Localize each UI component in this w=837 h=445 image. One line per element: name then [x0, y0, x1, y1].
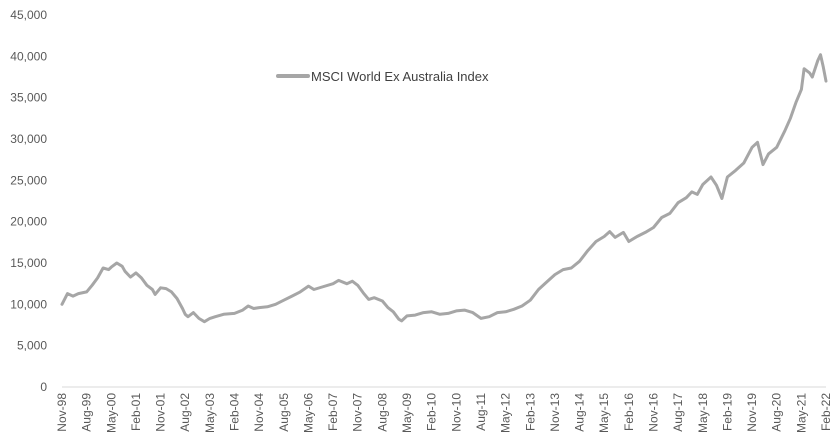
x-tick-label: Aug-17	[671, 393, 685, 432]
x-tick-label: May-00	[104, 393, 118, 433]
x-tick-label: Aug-05	[277, 393, 291, 432]
x-axis-ticks: Nov-98 Aug-99 May-00 Feb-01 Nov-01 Aug-02 May-…	[55, 393, 833, 433]
y-tick-label: 10,000	[10, 297, 47, 311]
x-tick-label: Feb-10	[425, 393, 439, 431]
y-tick-label: 0	[40, 380, 47, 394]
x-tick-label: Aug-20	[770, 393, 784, 432]
y-tick-label: 20,000	[10, 215, 47, 229]
legend: MSCI World Ex Australia Index	[276, 69, 489, 84]
y-tick-label: 25,000	[10, 173, 47, 187]
x-tick-label: Feb-04	[228, 393, 242, 431]
y-tick-label: 40,000	[10, 49, 47, 63]
x-tick-label: Nov-10	[449, 393, 463, 432]
x-tick-label: May-03	[203, 393, 217, 433]
y-tick-label: 5,000	[17, 339, 47, 353]
x-tick-label: Nov-13	[548, 393, 562, 432]
x-tick-label: May-06	[301, 393, 315, 433]
x-tick-label: May-12	[499, 393, 513, 433]
x-tick-label: Aug-99	[80, 393, 94, 432]
y-tick-label: 30,000	[10, 132, 47, 146]
x-tick-label: Feb-13	[523, 393, 537, 431]
x-tick-label: May-09	[400, 393, 414, 433]
x-tick-label: Aug-02	[178, 393, 192, 432]
x-tick-label: Nov-19	[745, 393, 759, 432]
x-tick-label: Aug-14	[573, 393, 587, 432]
x-tick-label: Feb-07	[326, 393, 340, 431]
x-tick-label: May-21	[794, 393, 808, 433]
y-tick-label: 45,000	[10, 8, 47, 22]
x-tick-label: Aug-08	[375, 393, 389, 432]
x-tick-label: Nov-16	[646, 393, 660, 432]
x-tick-label: Nov-07	[351, 393, 365, 432]
x-tick-label: Nov-04	[252, 393, 266, 432]
x-tick-label: Feb-01	[129, 393, 143, 431]
x-tick-label: Nov-98	[55, 393, 69, 432]
x-tick-label: Feb-19	[720, 393, 734, 431]
y-tick-label: 35,000	[10, 91, 47, 105]
x-tick-label: Feb-16	[622, 393, 636, 431]
y-axis-ticks: 0 5,000 10,000 15,000 20,000 25,000 30,000 35,0…	[10, 8, 47, 394]
x-tick-label: Feb-22	[819, 393, 833, 431]
series-line	[60, 53, 828, 324]
y-tick-label: 15,000	[10, 256, 47, 270]
legend-label: MSCI World Ex Australia Index	[311, 69, 489, 84]
x-tick-label: Aug-11	[474, 393, 488, 431]
x-tick-label: May-15	[597, 393, 611, 433]
x-tick-label: May-18	[696, 393, 710, 433]
series-group	[60, 53, 828, 324]
x-tick-label: Nov-01	[154, 393, 168, 432]
